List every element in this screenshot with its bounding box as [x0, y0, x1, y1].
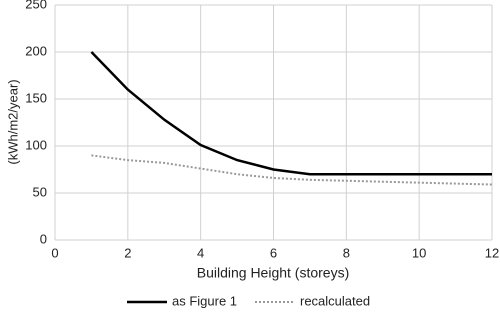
y-axis-label: (kWh/m2/year): [5, 79, 20, 164]
legend-label: as Figure 1: [172, 293, 237, 308]
y-tick-label: 0: [40, 231, 47, 246]
y-tick-label: 50: [33, 184, 47, 199]
x-tick-label: 12: [485, 245, 499, 260]
y-tick-label: 100: [25, 137, 47, 152]
x-tick-label: 4: [197, 245, 204, 260]
series-line: [91, 154, 493, 186]
y-tick-label: 250: [25, 0, 47, 11]
legend-label: recalculated: [300, 293, 370, 308]
x-tick-label: 8: [343, 245, 350, 260]
x-tick-label: 10: [412, 245, 426, 260]
y-tick-label: 150: [25, 90, 47, 105]
y-tick-label: 200: [25, 43, 47, 58]
x-tick-label: 0: [51, 245, 58, 260]
series-line: [90, 51, 492, 176]
x-tick-label: 2: [124, 245, 131, 260]
x-tick-label: 6: [270, 245, 277, 260]
x-axis-label: Building Height (storeys): [197, 265, 350, 281]
